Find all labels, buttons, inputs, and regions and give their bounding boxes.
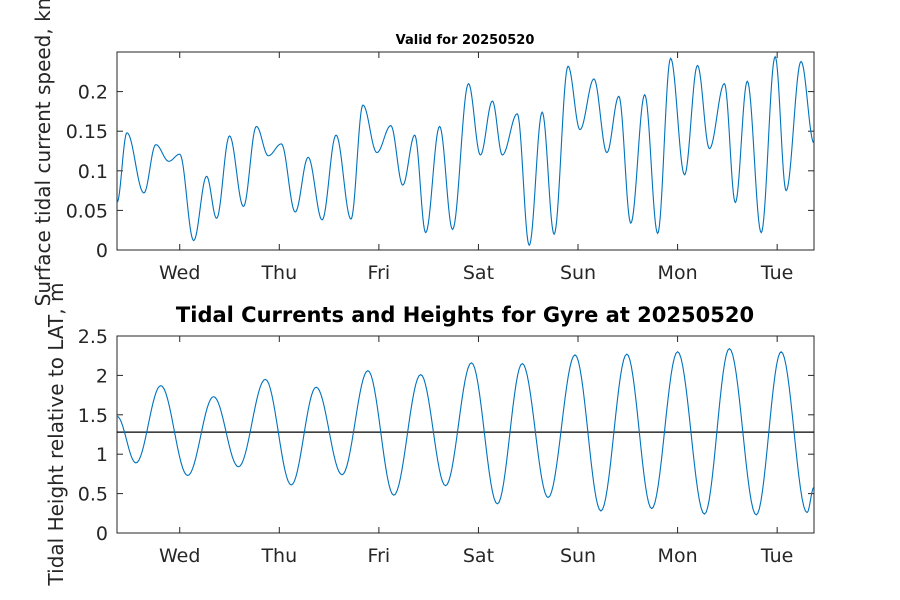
bottom-y-tick-label: 0.5 — [78, 484, 108, 506]
bottom-y-axis-label: Tidal Height relative to LAT, m — [44, 283, 68, 587]
bottom-x-tick-label: Wed — [159, 545, 200, 567]
top-x-tick-label: Mon — [658, 262, 698, 284]
top-series-line — [116, 55, 815, 247]
bottom-x-tick-label: Mon — [658, 545, 698, 567]
top-x-tick-label: Tue — [760, 262, 793, 284]
top-chart-title: Valid for 20250520 — [396, 33, 535, 48]
top-x-tick-label: Wed — [159, 262, 200, 284]
top-y-tick-label: 0.15 — [66, 121, 108, 143]
bottom-y-tick-label: 2 — [96, 365, 108, 387]
top-x-tick-label: Thu — [260, 262, 297, 284]
bottom-x-tick-label: Thu — [260, 545, 297, 567]
top-x-tick-label: Fri — [368, 262, 391, 284]
top-y-axis-label: Surface tidal current speed, kn — [31, 0, 55, 306]
top-plot-area — [116, 51, 815, 251]
top-y-tick-label: 0.1 — [78, 161, 108, 183]
top-y-tick-label: 0.05 — [66, 200, 108, 222]
bottom-x-tick-label: Sun — [560, 545, 596, 567]
bottom-plot-area — [116, 335, 815, 534]
bottom-x-tick-label: Tue — [760, 545, 793, 567]
top-current-speed-panel: Valid for 20250520 0 0.05 0.1 0.15 0.2 Wed Thu… — [66, 33, 815, 284]
bottom-x-tick-label: Sat — [463, 545, 494, 567]
bottom-y-tick-label: 1 — [96, 444, 108, 466]
bottom-y-tick-label: 2.5 — [78, 326, 108, 348]
top-x-tick-label: Sat — [463, 262, 494, 284]
top-y-tick-label: 0 — [96, 240, 108, 262]
bottom-series-line — [116, 347, 815, 516]
bottom-tidal-height-panel: Tidal Currents and Heights for Gyre at 2… — [78, 303, 815, 567]
top-x-tick-label: Sun — [560, 262, 596, 284]
bottom-y-tick-label: 0 — [96, 523, 108, 545]
bottom-chart-title: Tidal Currents and Heights for Gyre at 2… — [176, 303, 754, 327]
bottom-y-tick-label: 1.5 — [78, 405, 108, 427]
bottom-x-tick-label: Fri — [368, 545, 391, 567]
top-y-tick-label: 0.2 — [78, 82, 108, 104]
